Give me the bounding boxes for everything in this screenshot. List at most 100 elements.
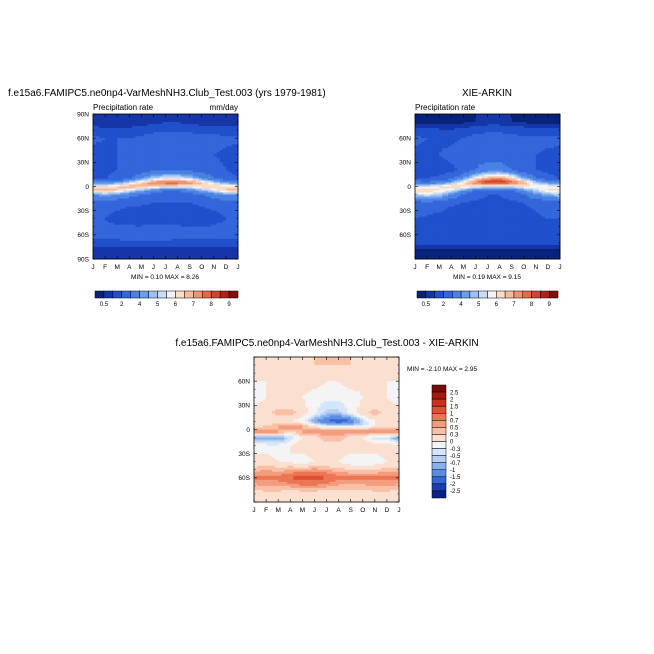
field-cell: [144, 140, 148, 143]
field-cell: [99, 236, 103, 240]
field-cell: [222, 198, 227, 201]
field-cell: [424, 152, 428, 155]
field-cell: [108, 228, 112, 232]
field-cell: [129, 200, 133, 204]
field-cell: [162, 150, 166, 153]
field-cell: [201, 186, 206, 189]
field-cell: [96, 168, 100, 171]
field-cell: [174, 120, 178, 123]
field-cell: [162, 180, 166, 183]
field-cell: [132, 206, 136, 210]
field-cell: [219, 170, 224, 173]
field-cell: [153, 126, 157, 129]
field-cell: [156, 144, 160, 147]
field-cell: [514, 152, 519, 155]
field-cell: [186, 140, 191, 143]
field-cell: [141, 124, 145, 127]
field-cell: [138, 180, 142, 183]
field-cell: [210, 180, 215, 183]
field-cell: [123, 200, 127, 204]
field-cell: [231, 180, 236, 183]
field-cell: [180, 152, 185, 155]
field-cell: [201, 130, 206, 133]
field-cell: [502, 160, 507, 163]
field-cell: [207, 152, 212, 155]
field-cell: [228, 234, 233, 238]
field-cell: [96, 172, 100, 175]
field-cell: [436, 128, 440, 131]
field-cell: [520, 148, 525, 151]
field-cell: [138, 254, 142, 258]
field-cell: [427, 134, 431, 137]
field-cell: [526, 138, 531, 141]
field-cell: [198, 196, 203, 199]
field-cell: [168, 250, 172, 254]
field-cell: [135, 254, 139, 258]
field-cell: [108, 238, 112, 242]
field-cell: [132, 158, 136, 161]
field-cell: [156, 152, 160, 155]
field-cell: [445, 168, 449, 171]
field-cell: [165, 180, 169, 183]
field-cell: [499, 124, 503, 127]
field-cell: [556, 164, 561, 167]
field-cell: [424, 148, 428, 151]
field-cell: [108, 222, 112, 226]
field-cell: [553, 126, 558, 129]
field-cell: [201, 244, 206, 248]
field-cell: [219, 194, 224, 197]
field-cell: [174, 200, 178, 204]
field-cell: [207, 244, 212, 248]
field-cell: [415, 140, 419, 143]
field-cell: [231, 148, 236, 151]
field-cell: [153, 160, 157, 163]
field-cell: [93, 156, 97, 159]
field-cell: [415, 114, 419, 117]
field-cell: [532, 154, 537, 157]
field-cell: [126, 222, 130, 226]
field-cell: [150, 140, 154, 143]
field-cell: [499, 152, 503, 155]
field-cell: [499, 140, 503, 143]
field-cell: [493, 142, 497, 145]
field-cell: [213, 142, 218, 145]
field-cell: [538, 170, 543, 173]
field-cell: [105, 240, 109, 244]
field-cell: [550, 140, 555, 143]
field-cell: [472, 158, 476, 161]
field-cell: [544, 120, 549, 123]
field-cell: [144, 200, 148, 204]
field-cell: [544, 150, 549, 153]
field-cell: [436, 158, 440, 161]
field-cell: [117, 142, 121, 145]
field-cell: [207, 254, 212, 258]
field-cell: [225, 188, 230, 191]
field-cell: [156, 168, 160, 171]
field-cell: [159, 176, 163, 179]
field-cell: [207, 176, 212, 179]
field-cell: [541, 166, 546, 169]
field-cell: [168, 176, 172, 179]
field-cell: [433, 168, 437, 171]
field-cell: [93, 252, 97, 256]
field-cell: [165, 142, 169, 145]
field-cell: [144, 232, 148, 236]
field-cell: [541, 140, 546, 143]
field-cell: [475, 146, 479, 149]
field-cell: [135, 122, 139, 125]
field-cell: [213, 162, 218, 165]
field-cell: [472, 160, 476, 163]
field-cell: [496, 116, 500, 119]
field-cell: [481, 116, 485, 119]
field-cell: [421, 128, 425, 131]
field-cell: [210, 224, 215, 228]
field-cell: [484, 172, 488, 175]
field-cell: [123, 160, 127, 163]
field-cell: [466, 116, 470, 119]
field-cell: [517, 134, 522, 137]
field-cell: [171, 236, 175, 240]
field-cell: [138, 228, 142, 232]
field-cell: [180, 126, 185, 129]
field-cell: [442, 166, 446, 169]
field-cell: [129, 214, 133, 218]
